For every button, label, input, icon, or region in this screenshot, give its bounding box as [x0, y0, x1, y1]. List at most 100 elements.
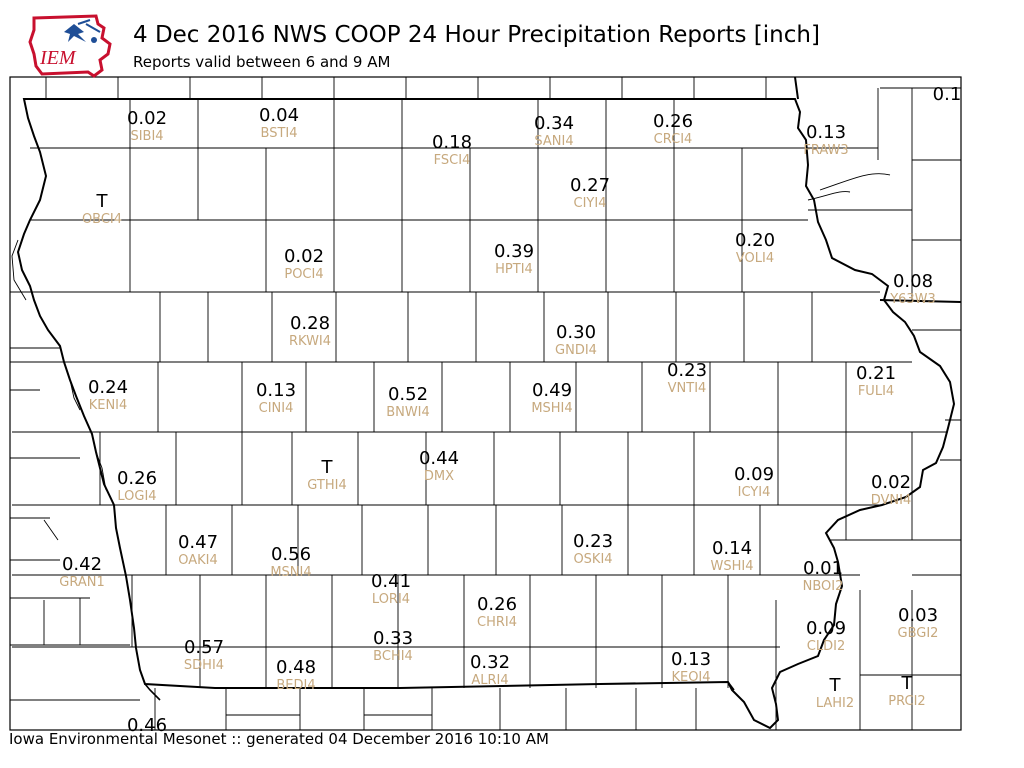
- station-id: GRAN1: [59, 575, 104, 590]
- county-lines: [10, 77, 961, 730]
- station-id: BCHI4: [373, 649, 413, 664]
- station-id: NBOI2: [803, 579, 844, 594]
- precip-value: 0.23: [573, 531, 613, 552]
- logo-text: IEM: [39, 47, 77, 69]
- station-id: GNDI4: [555, 343, 597, 358]
- station-id: OAKI4: [178, 553, 218, 568]
- station-id: VOLI4: [736, 251, 774, 266]
- precip-value: 0.39: [494, 241, 534, 262]
- station-id: LORI4: [372, 592, 410, 607]
- precip-value: T: [321, 457, 334, 478]
- station-id: KEOI4: [671, 670, 710, 685]
- map-frame: [9, 76, 962, 731]
- station-id: ICYI4: [738, 485, 771, 500]
- precip-value: 0.42: [62, 554, 102, 575]
- precip-value: T: [829, 675, 842, 696]
- precip-value: 0.02: [284, 246, 324, 267]
- precip-value: 0.09: [806, 618, 846, 639]
- precip-value: 0.21: [856, 363, 896, 384]
- station-id: RKWI4: [289, 334, 331, 349]
- station-id: CRCI4: [654, 132, 693, 147]
- precip-value: 0.18: [432, 132, 472, 153]
- station-id: FRAW3: [803, 143, 848, 158]
- precip-value: 0.26: [653, 111, 693, 132]
- station-id: BEDI4: [276, 678, 315, 693]
- station-id: LAHI2: [816, 696, 854, 711]
- precip-value: 0.41: [371, 571, 411, 592]
- precip-value: 0.46: [127, 715, 167, 736]
- station-id: Y63W3: [889, 292, 936, 307]
- precip-value: 0.09: [734, 464, 774, 485]
- station-id: POCI4: [284, 267, 323, 282]
- station-id: KENI4: [89, 398, 128, 413]
- precip-value: 0.47: [178, 532, 218, 553]
- station-id: GTHI4: [307, 478, 346, 493]
- precip-value: 0.32: [470, 652, 510, 673]
- precip-value: 0.26: [117, 468, 157, 489]
- station-id: MSHI4: [531, 401, 572, 416]
- station-id: MSNI4: [270, 565, 311, 580]
- precip-value: 0.02: [127, 108, 167, 129]
- precip-value: T: [901, 673, 914, 694]
- precip-value: 0.56: [271, 544, 311, 565]
- precip-value: 0.04: [259, 105, 299, 126]
- station-id: DMX: [424, 469, 454, 484]
- state-line-east: [794, 76, 962, 303]
- station-unlabeled-6: 0.1: [933, 84, 962, 105]
- precip-value: 0.24: [88, 377, 128, 398]
- state-line-south: [144, 681, 735, 701]
- station-id: BNWI4: [386, 405, 430, 420]
- missouri-river: [11, 239, 107, 491]
- station-unlabeled-43: 0.46: [127, 715, 167, 736]
- precip-value: 0.26: [477, 594, 517, 615]
- iowa-border: [16, 98, 956, 730]
- precip-value: 0.13: [671, 649, 711, 670]
- precip-value: 0.30: [556, 322, 596, 343]
- station-id: CIYI4: [574, 196, 607, 211]
- map-subtitle: Reports valid between 6 and 9 AM: [133, 53, 391, 71]
- precip-value: 0.33: [373, 628, 413, 649]
- station-id: SIBI4: [130, 129, 163, 144]
- precip-value: 0.52: [388, 384, 428, 405]
- station-id: DVNI4: [871, 493, 912, 508]
- station-id: CHRI4: [477, 615, 517, 630]
- map-title: 4 Dec 2016 NWS COOP 24 Hour Precipitatio…: [133, 22, 820, 48]
- precip-value: 0.1: [933, 84, 962, 105]
- station-id: HPTI4: [495, 262, 533, 277]
- station-id: PRCI2: [888, 694, 925, 709]
